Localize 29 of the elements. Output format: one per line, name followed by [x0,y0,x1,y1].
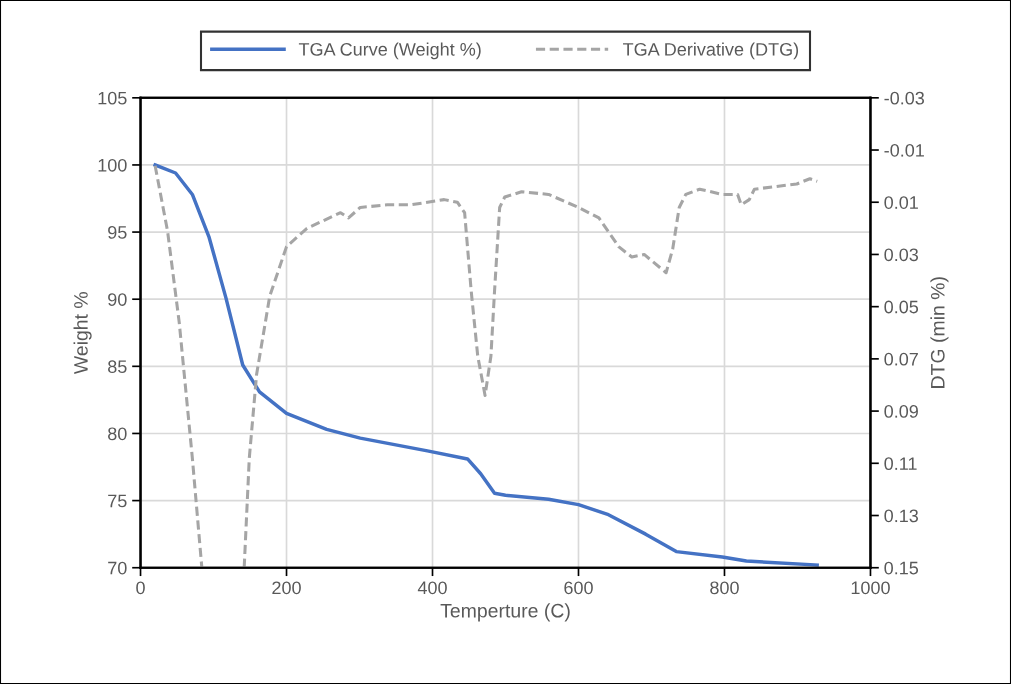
y-axis-title: Weight % [73,292,92,375]
y2-tick-label: -0.03 [884,91,925,105]
y-tick-label: 100 [98,158,127,172]
y-tick-label: 80 [108,427,127,441]
legend-label: TGA Derivative (DTG) [623,42,799,60]
x-tick-label: 400 [417,581,447,595]
y2-tick-label: 0.15 [884,561,919,575]
legend-label: TGA Curve (Weight %) [298,42,481,60]
y2-tick-label: -0.01 [884,143,924,157]
y-tick-label: 90 [108,293,127,306]
y-tick-label: 75 [108,494,127,508]
y2-tick-label: 0.07 [884,352,918,366]
y2-tick-label: 0.13 [884,509,919,523]
x-tick-label: 600 [564,581,593,595]
y2-axis-title: DTG (min %) [930,277,949,388]
y-tick-label: 95 [108,226,127,239]
x-tick-label: 1000 [851,581,890,595]
y-tick-label: 105 [98,91,127,105]
y2-tick-label: 0.03 [884,248,919,262]
y2-tick-label: 0.09 [884,405,918,418]
x-axis-title: Temperture (C) [440,603,570,622]
x-tick-label: 200 [272,581,301,595]
y2-tick-label: 0.11 [884,457,917,471]
x-tick-label: 0 [136,581,145,595]
y2-tick-label: 0.05 [884,300,919,314]
y-tick-label: 70 [108,561,127,575]
y-tick-label: 85 [108,360,127,374]
y2-tick-label: 0.01 [884,196,918,209]
x-tick-label: 800 [710,581,739,595]
